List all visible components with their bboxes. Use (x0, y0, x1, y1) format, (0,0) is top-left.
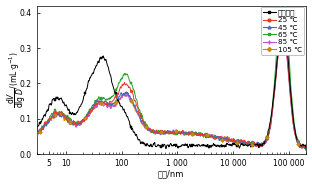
Y-axis label: $\dfrac{\mathrm{d}V}{\mathrm{dlg}\,D}$/(mL·g$^{-1}$): $\dfrac{\mathrm{d}V}{\mathrm{dlg}\,D}$/(… (6, 51, 28, 108)
Legend: 空白试样, 25 ℃, 45 ℃, 65 ℃, 85 ℃, 105 ℃: 空白试样, 25 ℃, 45 ℃, 65 ℃, 85 ℃, 105 ℃ (261, 7, 304, 55)
X-axis label: 粒径/nm: 粒径/nm (158, 169, 184, 178)
